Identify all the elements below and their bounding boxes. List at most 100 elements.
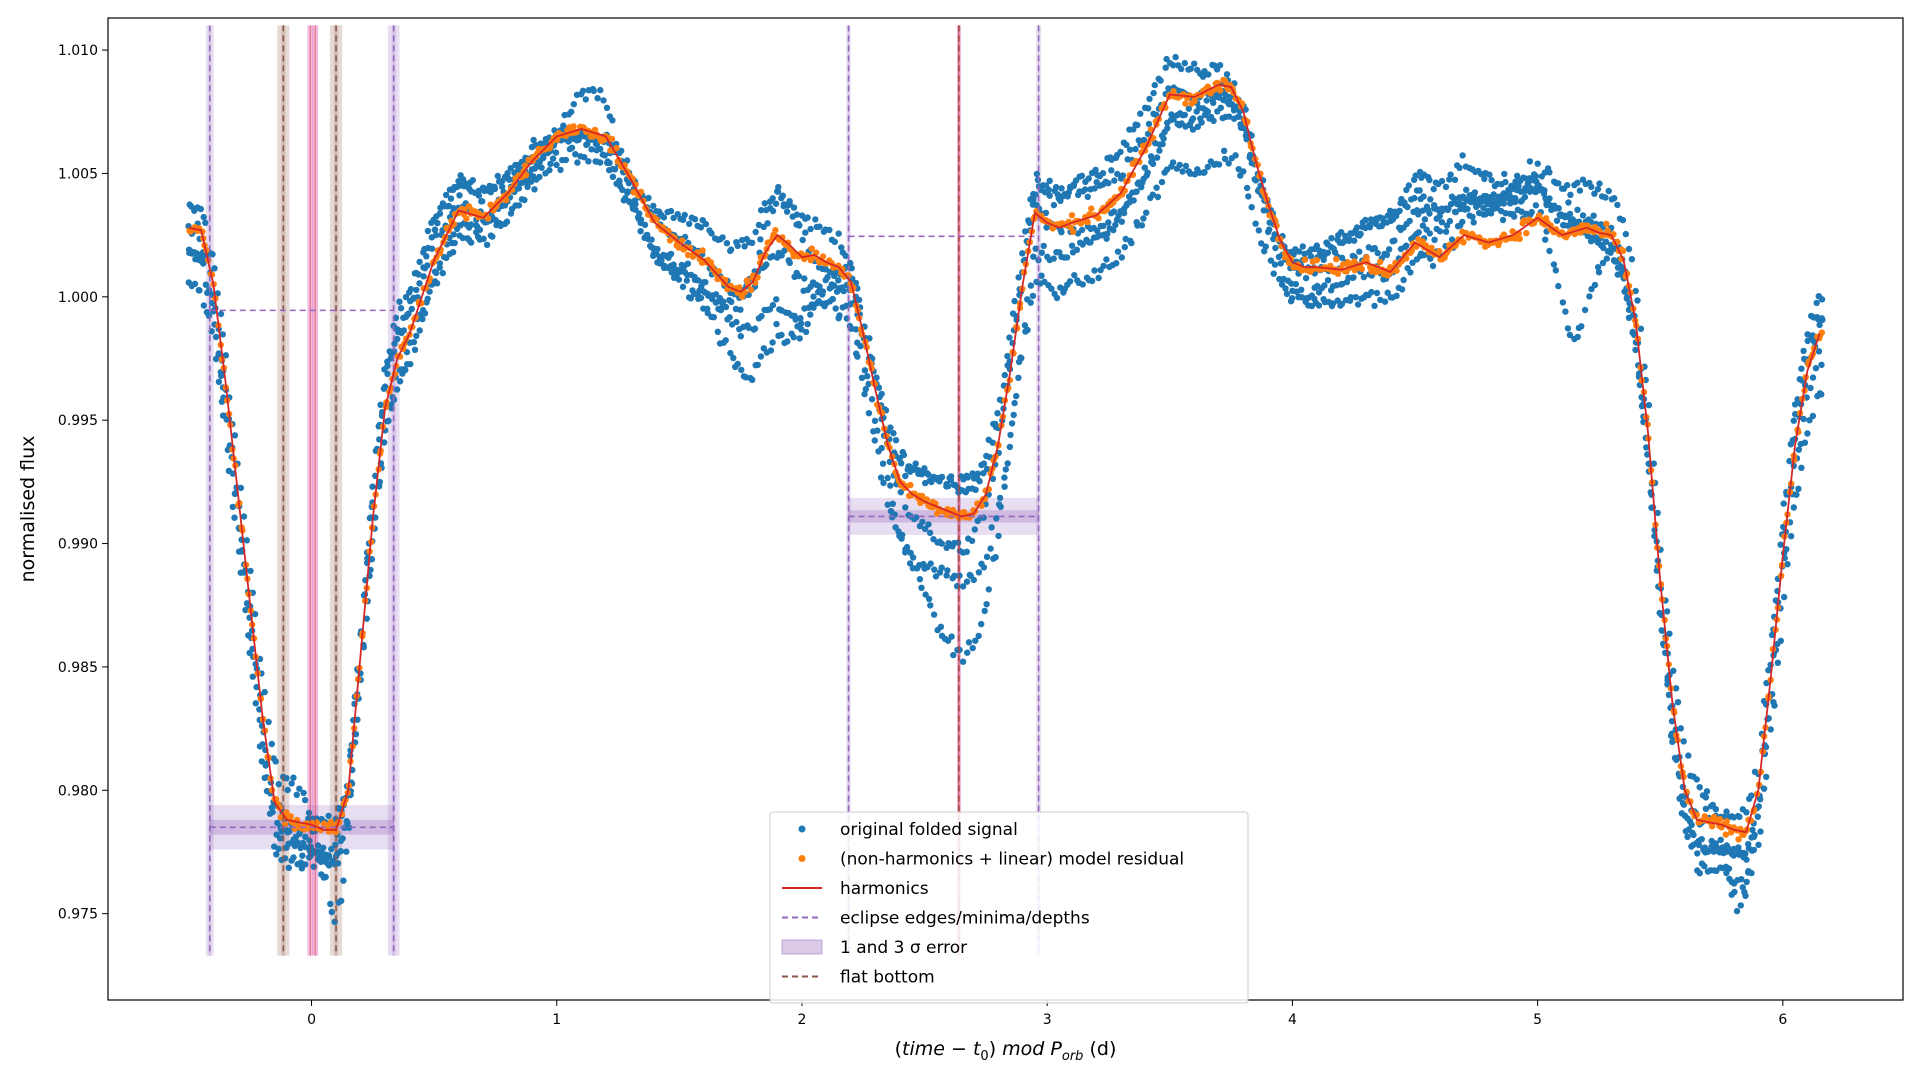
original-point [1153, 184, 1160, 191]
original-point [976, 478, 983, 485]
original-point [1066, 278, 1074, 285]
original-point [1448, 236, 1456, 243]
original-point [1710, 848, 1717, 855]
original-point [476, 226, 484, 233]
original-point [937, 623, 945, 630]
original-point [1550, 261, 1558, 268]
original-point [927, 560, 934, 567]
original-point [218, 398, 226, 405]
original-point [1251, 176, 1258, 183]
original-point [211, 265, 218, 272]
original-point [879, 460, 887, 467]
original-point [1058, 185, 1065, 192]
original-point [875, 448, 882, 455]
original-point [1810, 314, 1817, 321]
original-point [1800, 347, 1807, 355]
original-point [1128, 239, 1135, 247]
original-point [1113, 260, 1120, 267]
original-point [1283, 290, 1291, 298]
original-point [970, 576, 977, 584]
original-point [773, 296, 780, 303]
original-point [366, 514, 374, 522]
original-point [337, 848, 344, 855]
original-point [585, 158, 592, 165]
original-point [836, 312, 843, 319]
original-point [1702, 794, 1710, 801]
original-point [396, 298, 403, 305]
original-point [1053, 294, 1061, 302]
original-point [251, 610, 259, 618]
original-point [1595, 269, 1603, 276]
original-point [1169, 159, 1177, 166]
original-point [424, 262, 431, 269]
original-point [796, 222, 803, 229]
original-point [786, 259, 793, 267]
original-point [384, 358, 391, 365]
original-point [769, 339, 776, 346]
original-point [1367, 216, 1375, 223]
original-point [1143, 172, 1150, 179]
original-point [1722, 863, 1730, 870]
original-point [1818, 391, 1825, 398]
original-point [950, 651, 957, 659]
original-point [462, 180, 469, 187]
original-point [441, 202, 448, 210]
original-point [1210, 117, 1217, 125]
original-point [1015, 274, 1022, 281]
original-point [1534, 160, 1541, 167]
original-point [609, 173, 617, 180]
original-point [892, 524, 899, 531]
original-point [200, 302, 207, 309]
original-point [704, 290, 711, 297]
original-point [530, 136, 537, 144]
legend-label: eclipse edges/minima/depths [840, 909, 1090, 929]
original-point [322, 873, 329, 881]
original-point [475, 187, 483, 194]
original-point [1346, 236, 1353, 243]
original-point [1019, 250, 1026, 257]
original-point [988, 524, 995, 531]
original-point [1004, 352, 1011, 360]
original-point [1153, 154, 1161, 161]
x-axis-label: (time − t0) mod Porb (d) [895, 1038, 1117, 1064]
original-point [1199, 73, 1207, 80]
original-point [730, 354, 737, 362]
original-point [1621, 288, 1628, 295]
original-point [1342, 232, 1349, 240]
original-point [1110, 208, 1118, 215]
original-point [1018, 355, 1025, 362]
original-point [873, 374, 880, 381]
residual-point [736, 284, 743, 291]
original-point [1392, 212, 1400, 220]
original-point [1532, 202, 1540, 209]
original-point [1780, 593, 1788, 601]
original-point [1024, 326, 1031, 334]
original-point [1091, 267, 1098, 274]
original-point [773, 320, 780, 328]
original-point [807, 225, 814, 233]
original-point [996, 396, 1004, 403]
original-point [1777, 637, 1785, 644]
original-point [807, 311, 814, 318]
original-point [1079, 281, 1087, 288]
original-point [1743, 878, 1750, 886]
original-point [395, 328, 402, 336]
original-point [1768, 631, 1776, 639]
original-point [963, 548, 970, 555]
original-point [1118, 254, 1126, 261]
original-point [1599, 259, 1607, 267]
original-point [611, 166, 619, 173]
original-point [1071, 272, 1078, 279]
original-point [1114, 248, 1122, 255]
original-point [927, 602, 934, 609]
original-point [1632, 287, 1639, 295]
original-point [975, 632, 982, 640]
original-point [1677, 725, 1685, 732]
original-point [225, 467, 233, 475]
original-point [1499, 216, 1507, 224]
original-point [1552, 267, 1560, 274]
original-point [783, 208, 791, 215]
original-point [932, 573, 940, 580]
original-point [531, 186, 538, 193]
original-point [804, 320, 811, 328]
